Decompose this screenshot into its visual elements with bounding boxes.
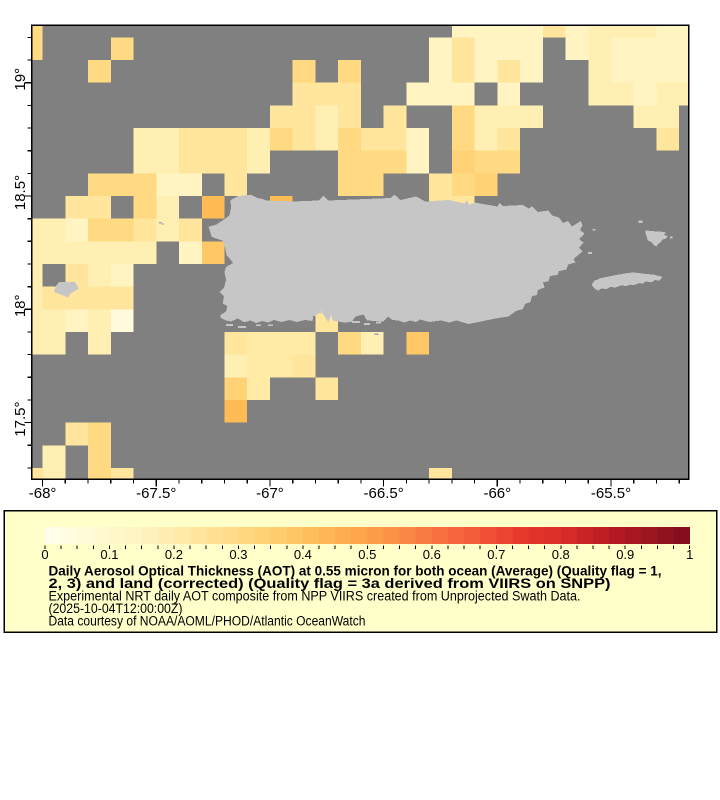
svg-text:2, 3) and land (corrected) (Qu: 2, 3) and land (corrected) (Quality flag… — [49, 576, 611, 591]
svg-text:0.2: 0.2 — [165, 547, 183, 562]
svg-text:18.5°: 18.5° — [12, 175, 29, 210]
svg-text:0.5: 0.5 — [358, 547, 376, 562]
svg-text:0.1: 0.1 — [100, 547, 118, 562]
svg-text:0: 0 — [41, 547, 48, 562]
svg-text:0.8: 0.8 — [552, 547, 570, 562]
svg-text:0.4: 0.4 — [294, 547, 312, 562]
svg-text:0.9: 0.9 — [616, 547, 634, 562]
svg-text:Daily Aerosol Optical Thicknes: Daily Aerosol Optical Thickness (AOT) at… — [49, 564, 662, 579]
svg-text:Data courtesy of NOAA/AOML/PHO: Data courtesy of NOAA/AOML/PHOD/Atlantic… — [49, 614, 366, 629]
svg-text:-66°: -66° — [483, 485, 511, 502]
svg-text:0.6: 0.6 — [423, 547, 441, 562]
svg-text:1: 1 — [686, 547, 693, 562]
svg-text:-68°: -68° — [29, 485, 57, 502]
svg-text:Experimental NRT daily AOT com: Experimental NRT daily AOT composite fro… — [49, 589, 581, 604]
svg-text:17.5°: 17.5° — [12, 402, 29, 437]
svg-text:-65.5°: -65.5° — [591, 485, 631, 502]
svg-text:-66.5°: -66.5° — [364, 485, 404, 502]
svg-text:0.7: 0.7 — [487, 547, 505, 562]
svg-text:-67.5°: -67.5° — [136, 485, 176, 502]
svg-text:18°: 18° — [12, 294, 29, 317]
svg-text:19°: 19° — [12, 68, 29, 91]
svg-text:0.3: 0.3 — [229, 547, 247, 562]
svg-text:-67°: -67° — [256, 485, 284, 502]
svg-text:(2025-10-04T12:00:00Z): (2025-10-04T12:00:00Z) — [49, 601, 183, 616]
